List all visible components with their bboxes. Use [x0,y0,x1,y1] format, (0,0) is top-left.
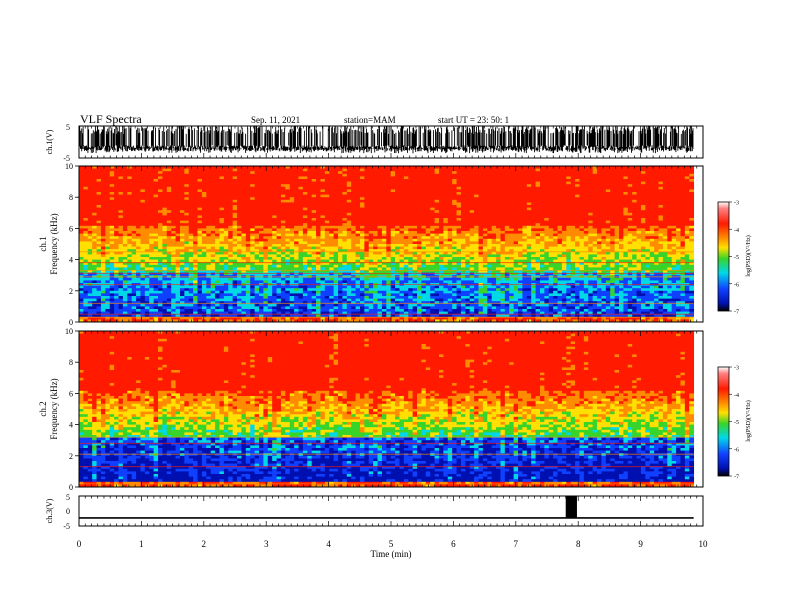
ch2-colorbar-label: log(PSD)(V²/Hz) [745,400,752,441]
colorbar-tick-label: -4 [734,228,739,234]
ch3-ytick-bottom: -5 [63,522,70,531]
colorbar-tick-label: -4 [734,393,739,399]
ch1-waveform-line [79,126,695,154]
y-tick-label: 2 [69,452,73,461]
chart-title: VLF Spectra [80,112,142,126]
y-tick-label: 8 [69,193,73,202]
x-tick-label: 0 [77,539,82,549]
x-tick-label: 7 [514,539,519,549]
colorbar-tick-label: -5 [734,420,739,426]
ch3-waveform-ylabel: ch.3(V) [45,498,54,523]
y-tick-label: 0 [69,318,73,327]
ch1-spectrogram-image [79,166,703,323]
y-tick-label: 8 [69,358,73,367]
ch2-spectrogram-image [79,331,703,488]
x-tick-label: 9 [638,539,643,549]
ch3-waveform-trace [79,496,694,519]
ch1-ytick-bottom: -5 [63,154,70,163]
ch1-waveform-panel: 5 -5 ch.1(V) [45,123,704,163]
ch1-colorbar-label: log(PSD)(V²/Hz) [745,235,752,276]
ch3-ytick-top: 5 [66,493,70,502]
ch2-colorbar [717,366,730,477]
ch1-colorbar [717,201,730,312]
ch3-waveform-panel: 5 0 -5 ch.3(V) 0 1 2 3 4 5 6 7 8 9 10 Time (min) [45,126,708,559]
ch3-pulse [565,496,577,518]
x-tick-label: 1 [139,539,144,549]
x-tick-label: 3 [264,539,269,549]
ch1-spectrogram-ylabel-channel: ch.1 [38,236,48,251]
x-tick-label: 10 [699,539,709,549]
ch2-spectrogram-ylabel-frequency: Frequency (kHz) [49,378,59,439]
colorbar-tick-label: -6 [734,282,739,288]
header-date: Sep. 11, 2021 [251,115,300,125]
y-tick-label: 0 [69,483,73,492]
y-tick-label: 6 [69,389,73,398]
y-tick-label: 10 [65,327,73,336]
x-tick-label: 8 [576,539,581,549]
y-tick-label: 4 [69,421,73,430]
colorbar-tick-label: -5 [734,255,739,261]
ch2-spectrogram-ylabel-channel: ch.2 [38,401,48,416]
y-tick-label: 2 [69,287,73,296]
ch1-ytick-top: 5 [66,123,70,132]
ch3-ytick-mid: 0 [66,507,70,516]
y-tick-label: 10 [65,162,73,171]
x-tick-label: 5 [389,539,394,549]
ch1-waveform-trace [79,126,695,154]
x-tick-label: 2 [202,539,207,549]
y-tick-label: 6 [69,224,73,233]
colorbar-tick-label: -6 [734,447,739,453]
colorbar-tick-label: -7 [734,475,739,481]
x-tick-label: 6 [451,539,456,549]
header-start-time: start UT = 23: 50: 1 [438,115,509,125]
x-axis-label: Time (min) [371,549,412,559]
x-tick-label: 4 [326,539,331,549]
colorbar-tick-label: -7 [734,310,739,316]
colorbar-tick-label: -3 [734,366,739,372]
ch1-spectrogram-ylabel-frequency: Frequency (kHz) [49,213,59,274]
y-tick-label: 4 [69,256,73,265]
colorbar-tick-label: -3 [734,201,739,207]
header-station: station=MAM [344,115,396,125]
ch1-waveform-ylabel: ch.1(V) [45,129,54,154]
